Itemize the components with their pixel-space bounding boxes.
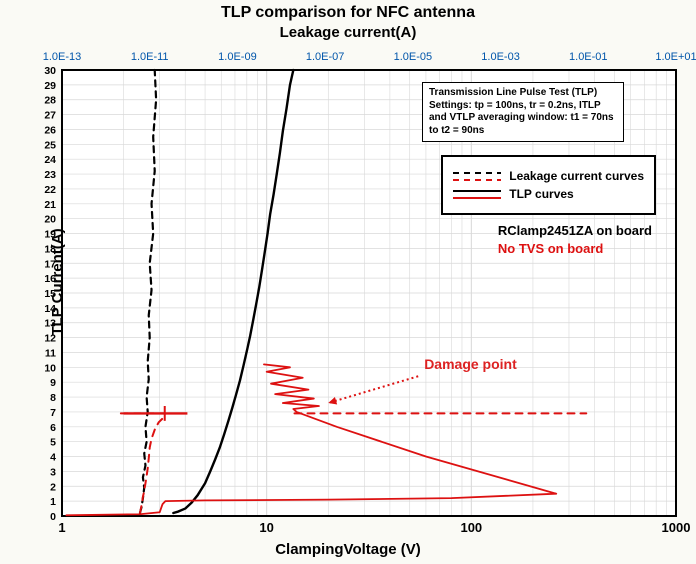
svg-text:1.0E-13: 1.0E-13 <box>43 51 82 63</box>
y-axis-label: TLP Current(A) <box>49 228 66 335</box>
legend-swatch-solid <box>453 187 501 201</box>
settings-info-box: Transmission Line Pulse Test (TLP) Setti… <box>422 82 624 142</box>
svg-text:1: 1 <box>50 496 56 508</box>
damage-point-label: Damage point <box>424 356 517 372</box>
svg-text:1.0E-11: 1.0E-11 <box>131 51 169 63</box>
svg-text:4: 4 <box>50 452 56 464</box>
legend-label-leakage: Leakage current curves <box>509 169 644 183</box>
svg-text:28: 28 <box>44 95 56 107</box>
svg-text:1.0E-09: 1.0E-09 <box>218 51 257 63</box>
condition-labels: RClamp2451ZA on board No TVS on board <box>498 222 652 257</box>
svg-text:5: 5 <box>50 437 56 449</box>
legend-swatch-dashed <box>453 169 501 183</box>
legend-box: Leakage current curves TLP curves <box>441 155 656 215</box>
svg-text:30: 30 <box>44 65 56 77</box>
svg-text:11: 11 <box>45 347 56 359</box>
x-axis-label: ClampingVoltage (V) <box>0 541 696 558</box>
legend-row-leakage: Leakage current curves <box>453 169 644 183</box>
chart-subtitle: Leakage current(A) <box>0 24 696 41</box>
svg-text:7: 7 <box>50 407 56 419</box>
svg-text:10: 10 <box>259 520 273 535</box>
svg-text:20: 20 <box>44 214 56 226</box>
svg-text:3: 3 <box>50 466 56 478</box>
legend-row-tlp: TLP curves <box>453 187 644 201</box>
svg-text:0: 0 <box>50 511 56 523</box>
svg-text:6: 6 <box>50 422 56 434</box>
settings-info-text: Transmission Line Pulse Test (TLP) Setti… <box>429 87 614 136</box>
svg-text:1.0E-01: 1.0E-01 <box>569 51 608 63</box>
legend-label-tlp: TLP curves <box>509 187 573 201</box>
svg-text:24: 24 <box>44 154 56 166</box>
svg-text:25: 25 <box>44 139 56 151</box>
svg-text:2: 2 <box>50 481 56 493</box>
chart-container: TLP comparison for NFC antenna Leakage c… <box>0 0 696 564</box>
svg-text:29: 29 <box>44 80 56 92</box>
svg-text:1000: 1000 <box>662 520 691 535</box>
svg-text:21: 21 <box>44 199 56 211</box>
svg-text:1.0E-03: 1.0E-03 <box>481 51 520 63</box>
svg-text:1.0E+01: 1.0E+01 <box>655 51 696 63</box>
condition-with-tvs: RClamp2451ZA on board <box>498 222 652 240</box>
svg-text:22: 22 <box>44 184 56 196</box>
chart-title: TLP comparison for NFC antenna <box>0 4 696 22</box>
svg-text:1.0E-07: 1.0E-07 <box>306 51 345 63</box>
svg-text:1: 1 <box>58 520 65 535</box>
svg-text:27: 27 <box>44 110 56 122</box>
svg-text:100: 100 <box>460 520 482 535</box>
svg-text:26: 26 <box>44 124 56 136</box>
svg-text:10: 10 <box>44 362 56 374</box>
svg-text:1.0E-05: 1.0E-05 <box>394 51 433 63</box>
svg-text:23: 23 <box>44 169 56 181</box>
svg-text:8: 8 <box>50 392 56 404</box>
svg-text:9: 9 <box>50 377 56 389</box>
condition-no-tvs: No TVS on board <box>498 240 652 258</box>
